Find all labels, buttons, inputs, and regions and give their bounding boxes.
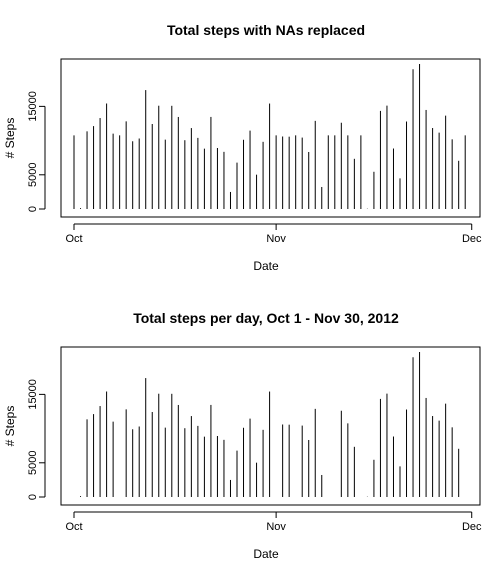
y-axis-label: # Steps [3,406,17,447]
x-tick-label: Nov [266,233,286,245]
y-tick-label: 0 [27,494,39,500]
x-tick-label: Dec [462,521,482,533]
x-tick-label: Dec [462,233,482,245]
y-tick-label: 5000 [27,451,39,475]
x-tick-label: Oct [65,521,82,533]
plot-frame [60,346,481,506]
y-tick-label: 0 [27,206,39,212]
x-axis-label: Date [253,259,279,273]
x-axis-label: Date [253,547,279,561]
y-tick-label: 15000 [27,379,39,410]
x-tick-label: Nov [266,521,286,533]
y-axis-label: # Steps [3,118,17,159]
y-tick-label: 15000 [27,91,39,122]
x-tick-label: Oct [65,233,82,245]
y-tick-label: 5000 [27,163,39,187]
chart-title: Total steps per day, Oct 1 - Nov 30, 201… [133,310,399,326]
chart-title: Total steps with NAs replaced [167,22,365,38]
plot-frame [60,58,481,218]
